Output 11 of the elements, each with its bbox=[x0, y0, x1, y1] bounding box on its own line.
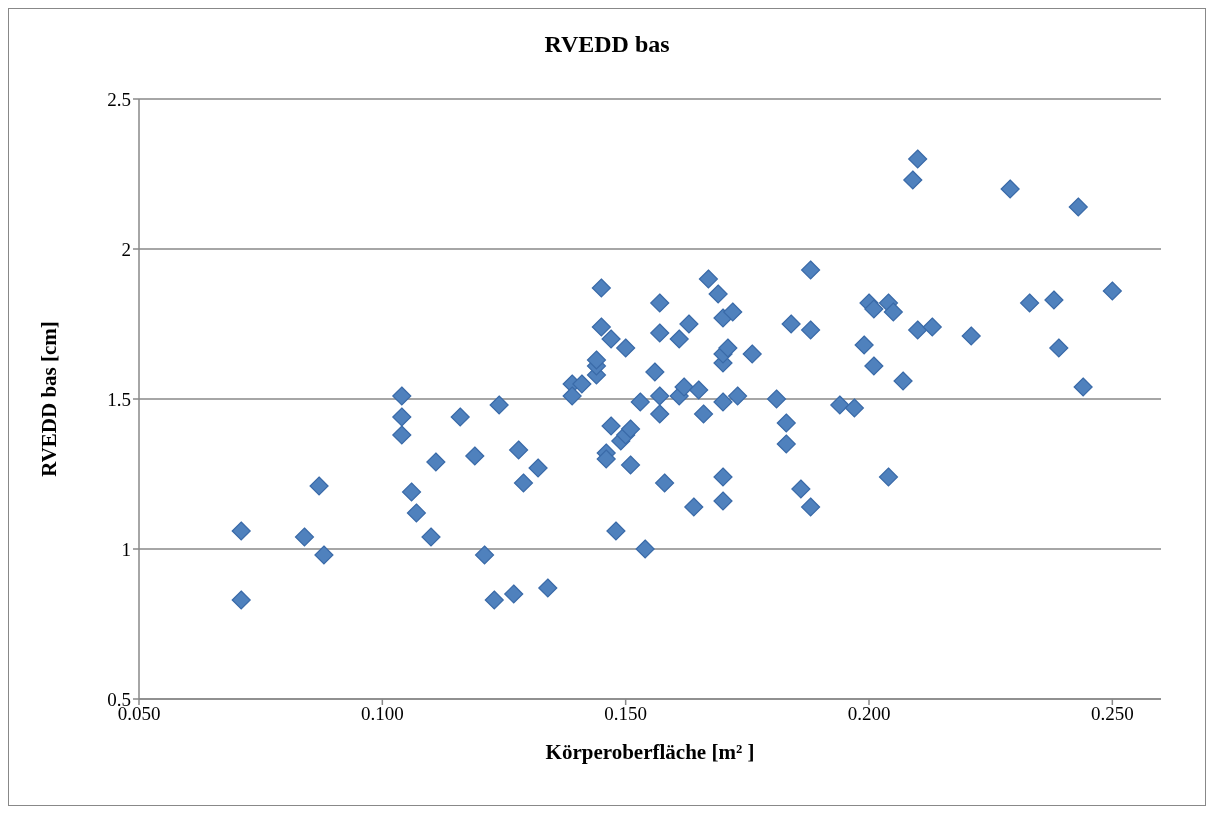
y-tick-label: 2.5 bbox=[107, 88, 131, 110]
y-tick-label: 1.5 bbox=[107, 388, 131, 410]
y-tick-label: 1 bbox=[121, 538, 131, 560]
x-tick-label: 0.250 bbox=[1090, 703, 1134, 725]
x-tick-label: 0.100 bbox=[360, 703, 404, 725]
x-tick-label: 0.200 bbox=[847, 703, 891, 725]
y-axis-title: RVEDD bas [cm] bbox=[37, 321, 62, 477]
y-tick-label: 2 bbox=[121, 238, 131, 260]
chart-title: RVEDD bas bbox=[543, 31, 671, 58]
x-axis-title: Körperoberfläche [m² ] bbox=[545, 740, 755, 764]
x-tick-label: 0.150 bbox=[604, 703, 648, 725]
